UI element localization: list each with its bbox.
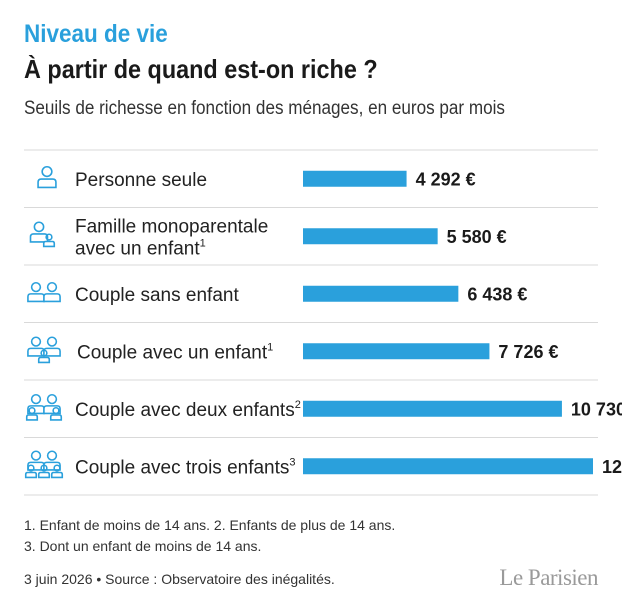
bar bbox=[303, 228, 438, 245]
category-label: Couple avec trois enfants3 bbox=[75, 456, 296, 478]
bar bbox=[303, 458, 593, 475]
person-icon bbox=[37, 165, 57, 189]
value-label: 5 580 € bbox=[447, 227, 507, 247]
parent-child-icon bbox=[29, 221, 56, 248]
category-label: Couple avec un enfant1 bbox=[77, 341, 273, 363]
source-line: 3 juin 2026 • Source : Observatoire des … bbox=[24, 571, 335, 587]
chart-subtitle: Seuils de richesse en fonction des ménag… bbox=[24, 98, 505, 119]
value-label: 12 018 € bbox=[602, 457, 622, 477]
value-label: 10 730 € bbox=[571, 399, 622, 419]
couple-two-children-icon bbox=[25, 393, 63, 421]
kicker: Niveau de vie bbox=[24, 20, 168, 48]
category-label: Famille monoparentale avec un enfant1 bbox=[75, 216, 268, 259]
category-label: Personne seule bbox=[75, 170, 207, 191]
bar bbox=[303, 170, 407, 187]
bar bbox=[303, 343, 490, 360]
bar bbox=[303, 400, 562, 417]
chart-title: À partir de quand est-on riche ? bbox=[24, 54, 378, 84]
couple-three-children-icon bbox=[24, 450, 64, 479]
bar bbox=[303, 285, 459, 302]
footnote-1: 1. Enfant de moins de 14 ans. 2. Enfants… bbox=[24, 517, 396, 533]
value-label: 6 438 € bbox=[467, 284, 527, 304]
category-label: Couple avec deux enfants2 bbox=[75, 399, 301, 421]
value-label: 7 726 € bbox=[498, 342, 558, 362]
couple-icon bbox=[27, 281, 61, 303]
value-label: 4 292 € bbox=[416, 169, 476, 189]
le-parisien-logo: Le Parisien bbox=[499, 565, 598, 590]
footnote-2: 3. Dont un enfant de moins de 14 ans. bbox=[24, 538, 262, 554]
category-label: Couple sans enfant bbox=[75, 285, 239, 306]
couple-one-child-icon bbox=[27, 336, 61, 364]
